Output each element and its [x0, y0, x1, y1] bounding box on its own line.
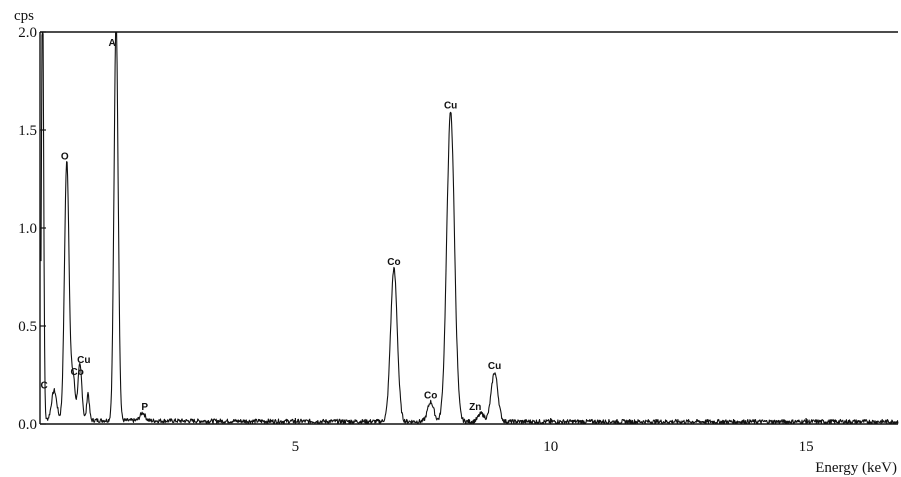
- y-tick-label: 1.0: [18, 221, 37, 237]
- peak-label: Co: [424, 390, 437, 401]
- peak-label: Co: [387, 257, 400, 268]
- y-axis-ticks: 0.0 0.5 1.0 1.5 2.0: [18, 25, 46, 433]
- peak-label: Cu: [488, 361, 501, 372]
- y-tick-label: 1.5: [18, 123, 37, 139]
- peak-label: C: [41, 381, 48, 392]
- x-tick-label: 15: [799, 439, 814, 455]
- y-tick-label: 0.0: [18, 417, 37, 433]
- plot-frame: [39, 31, 898, 425]
- y-tick-label: 0.5: [18, 319, 37, 335]
- y-axis-label: cps: [14, 8, 34, 24]
- y-tick-label: 2.0: [18, 25, 37, 41]
- peak-label: Zn: [469, 402, 481, 413]
- peak-label: Cu: [77, 355, 90, 366]
- x-axis-label: Energy (keV): [815, 460, 897, 476]
- x-axis-ticks: 5 10 15: [292, 418, 814, 455]
- peak-label: A: [108, 38, 115, 49]
- spectrum-line: [40, 31, 899, 425]
- peak-label: Cu: [444, 100, 457, 111]
- peak-label: Co: [71, 367, 84, 378]
- peak-label: O: [61, 151, 69, 162]
- x-tick-label: 10: [543, 439, 558, 455]
- x-tick-label: 5: [292, 439, 300, 455]
- peak-label: P: [141, 402, 148, 413]
